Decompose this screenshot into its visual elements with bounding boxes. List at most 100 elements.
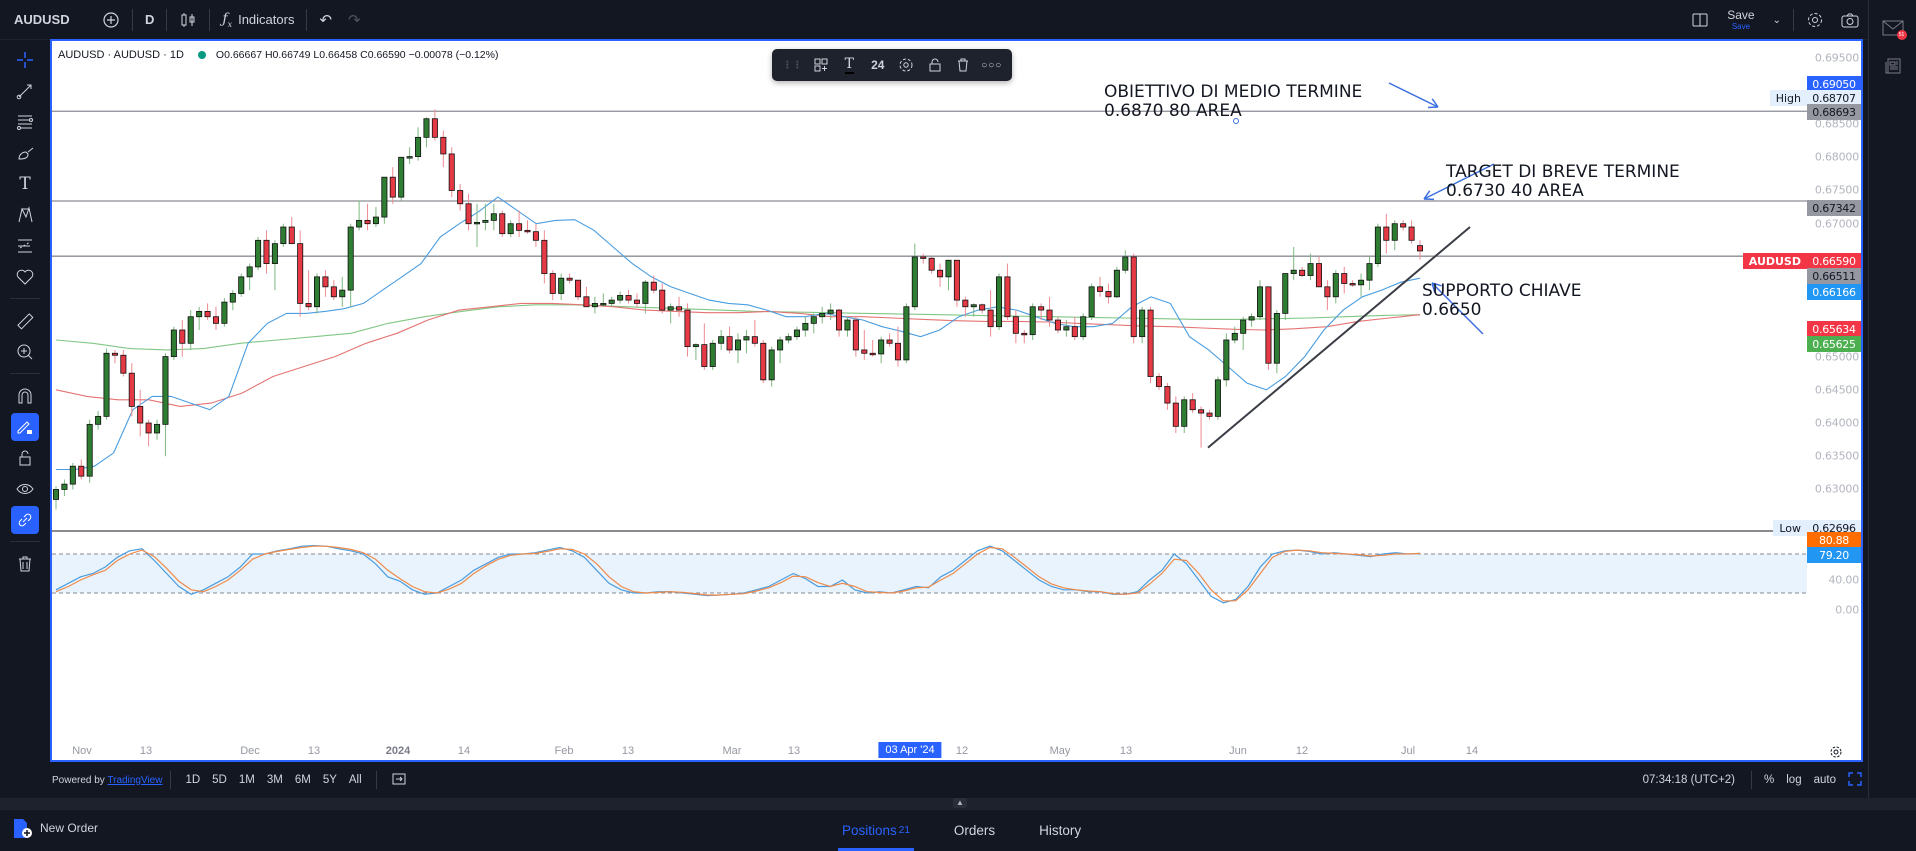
panel-resize-handle[interactable]: ▲ bbox=[0, 798, 1916, 810]
range-1d[interactable]: 1D bbox=[185, 774, 201, 786]
series-legend: AUDUSD · AUDUSD · 1D O0.66667 H0.66749 L… bbox=[58, 49, 498, 61]
range-1m[interactable]: 1M bbox=[238, 774, 255, 786]
crosshair-date-label: 03 Apr '24 bbox=[878, 742, 942, 758]
candle-body bbox=[356, 219, 363, 228]
expand-panel-button[interactable]: ▲ bbox=[953, 798, 967, 808]
log-scale-toggle[interactable]: log bbox=[1786, 774, 1802, 786]
news-button[interactable] bbox=[1879, 52, 1907, 80]
drag-handle[interactable]: ⋮⋮ bbox=[779, 52, 805, 78]
pattern-tool[interactable] bbox=[11, 201, 39, 229]
range-3m[interactable]: 3M bbox=[266, 774, 283, 786]
candle-body bbox=[1206, 412, 1213, 417]
arrow-annotation[interactable] bbox=[1388, 82, 1439, 108]
support-trendline[interactable] bbox=[1207, 226, 1471, 449]
annotation-key-support[interactable]: SUPPORTO CHIAVE 0.6650 bbox=[1422, 281, 1582, 320]
range-6m[interactable]: 6M bbox=[294, 774, 311, 786]
forecast-tool[interactable] bbox=[11, 232, 39, 260]
favorites-tool[interactable] bbox=[11, 263, 39, 291]
tab-history[interactable]: History bbox=[1039, 823, 1082, 838]
redo-button[interactable]: ↷ bbox=[340, 6, 369, 34]
save-button[interactable]: Save Save bbox=[1727, 8, 1755, 31]
lock-all-drawings[interactable] bbox=[11, 444, 39, 472]
stochastic-line bbox=[55, 545, 1421, 602]
text-tool[interactable]: T bbox=[11, 170, 39, 198]
candle-body bbox=[1122, 256, 1129, 271]
candle-body bbox=[1299, 269, 1306, 276]
clock[interactable]: 07:34:18 (UTC+2) bbox=[1642, 774, 1736, 786]
trash-icon bbox=[19, 556, 31, 571]
candle-body bbox=[642, 281, 649, 304]
series-title[interactable]: AUDUSD · AUDUSD · 1D bbox=[58, 49, 184, 61]
drawing-settings-button[interactable] bbox=[893, 52, 919, 78]
interval-button[interactable]: D bbox=[145, 12, 155, 27]
percent-scale-toggle[interactable]: % bbox=[1764, 774, 1775, 786]
snapshot-button[interactable] bbox=[1832, 6, 1868, 34]
template-button[interactable] bbox=[808, 52, 834, 78]
more-options-button[interactable]: ○○○ bbox=[979, 52, 1005, 78]
pattern-icon bbox=[18, 205, 33, 222]
tab-orders[interactable]: Orders bbox=[953, 823, 996, 838]
candle-body bbox=[1341, 273, 1348, 284]
sync-drawings[interactable] bbox=[11, 505, 39, 534]
auto-scale-toggle[interactable]: auto bbox=[1813, 774, 1836, 786]
price-scale[interactable]: 0.695000.685000.680000.675000.670000.660… bbox=[1742, 41, 1863, 741]
font-size-button[interactable]: 24 bbox=[871, 58, 885, 72]
candle-body bbox=[827, 309, 834, 314]
divider bbox=[10, 373, 40, 374]
chart-type-button[interactable] bbox=[171, 6, 205, 34]
candle-body bbox=[1349, 283, 1356, 286]
crosshair-tool[interactable] bbox=[11, 46, 39, 74]
undo-button[interactable]: ↶ bbox=[311, 6, 340, 34]
text-color-button[interactable]: T bbox=[836, 52, 862, 78]
annotation-medium-term-target[interactable]: OBIETTIVO DI MEDIO TERMINE 0.6870 80 ARE… bbox=[1104, 82, 1363, 121]
remove-drawings[interactable] bbox=[11, 550, 39, 578]
brush-icon bbox=[18, 147, 34, 160]
zoom-in-tool[interactable] bbox=[11, 338, 39, 366]
candle-body bbox=[970, 304, 977, 308]
delete-drawing-button[interactable] bbox=[950, 52, 976, 78]
candle-body bbox=[1054, 319, 1061, 331]
text-anchor-handle[interactable] bbox=[1233, 118, 1239, 124]
candle-body bbox=[1358, 279, 1365, 286]
new-order-button[interactable]: New Order bbox=[12, 816, 98, 840]
fib-tool[interactable] bbox=[11, 108, 39, 136]
candle-body bbox=[187, 316, 194, 344]
candle-body bbox=[1155, 376, 1162, 387]
fullscreen-button[interactable] bbox=[1842, 771, 1868, 789]
time-scale[interactable]: Nov 13 Dec 13 2024 14 Feb 13 Mar 13 03 Apr '24 12 Ma… bbox=[52, 741, 1807, 762]
candle-body bbox=[1290, 269, 1297, 274]
heart-icon bbox=[16, 269, 34, 285]
hide-drawings[interactable] bbox=[11, 475, 39, 503]
price-chart[interactable] bbox=[52, 41, 1807, 741]
annotation-short-term-target[interactable]: TARGET DI BREVE TERMINE 0.6730 40 AREA bbox=[1446, 162, 1680, 201]
save-options-dropdown[interactable]: ⌄ bbox=[1765, 6, 1789, 34]
candle-body bbox=[987, 309, 994, 328]
candle-body bbox=[650, 281, 657, 291]
candle-body bbox=[945, 259, 952, 278]
brush-tool[interactable] bbox=[11, 139, 39, 167]
symbol-search[interactable]: AUDUSD bbox=[14, 12, 70, 27]
layout-button[interactable] bbox=[1683, 6, 1717, 34]
go-to-date-button[interactable] bbox=[385, 772, 413, 789]
chart-area[interactable]: AUDUSD · AUDUSD · 1D O0.66667 H0.66749 L… bbox=[50, 39, 1863, 762]
scale-settings-button[interactable] bbox=[1827, 743, 1845, 761]
range-all[interactable]: All bbox=[348, 774, 362, 786]
trendline-tool[interactable] bbox=[11, 77, 39, 105]
candle-body bbox=[1408, 226, 1415, 241]
range-5y[interactable]: 5Y bbox=[322, 774, 337, 786]
indicators-button[interactable]: ƒx Indicators bbox=[222, 10, 295, 29]
settings-button[interactable] bbox=[1798, 6, 1832, 34]
tab-positions[interactable]: Positions 21 bbox=[820, 810, 932, 851]
alerts-button[interactable]: 51 bbox=[1879, 14, 1907, 42]
arrow-annotation[interactable] bbox=[1431, 282, 1484, 335]
time-tick-label: Mar bbox=[722, 745, 742, 757]
arrow-annotation[interactable] bbox=[1423, 163, 1495, 200]
lock-drawings-mode[interactable] bbox=[11, 412, 39, 441]
magnet-tool[interactable] bbox=[11, 382, 39, 410]
compare-symbol-button[interactable] bbox=[94, 6, 128, 34]
lock-drawing-button[interactable] bbox=[922, 52, 948, 78]
price-tick-label: 0.68500 bbox=[1814, 117, 1859, 131]
ruler-tool[interactable] bbox=[11, 307, 39, 335]
range-5d[interactable]: 5D bbox=[212, 774, 227, 786]
tradingview-link[interactable]: TradingView bbox=[107, 774, 163, 786]
